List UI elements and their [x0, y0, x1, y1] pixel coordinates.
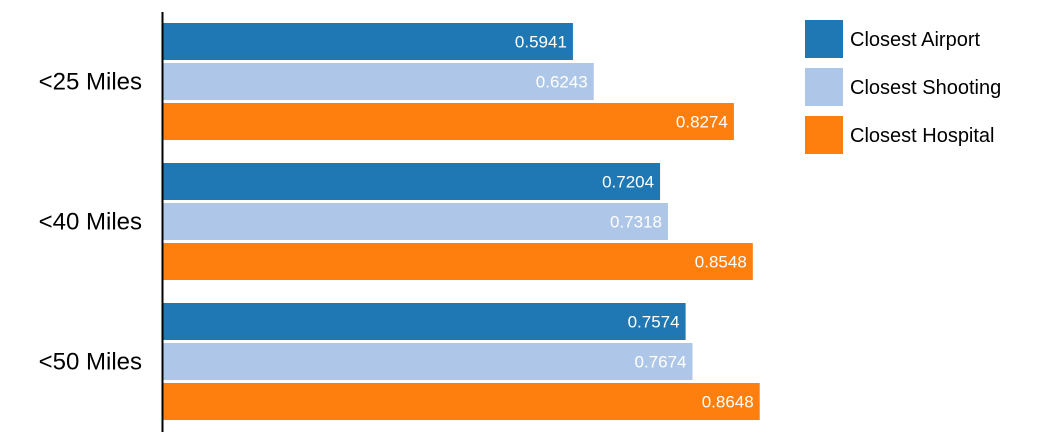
value-label-closest-hospital-50-miles: 0.8648	[702, 393, 754, 412]
bar-closest-shooting-25-miles	[163, 63, 594, 100]
legend: Closest Airport Closest Shooting Closest H…	[805, 20, 1001, 154]
legend-label-closest-hospital: Closest Hospital	[850, 125, 995, 147]
bar-closest-airport-25-miles	[163, 23, 573, 60]
value-label-closest-shooting-40-miles: 0.7318	[610, 213, 662, 232]
category-label-40-miles: <40 Miles	[39, 209, 142, 236]
bars-layer	[163, 23, 760, 420]
bar-closest-hospital-40-miles	[163, 243, 753, 280]
value-label-closest-hospital-40-miles: 0.8548	[695, 253, 747, 272]
legend-label-closest-shooting: Closest Shooting	[850, 77, 1001, 99]
legend-swatch-closest-shooting	[805, 68, 843, 106]
bar-closest-airport-40-miles	[163, 163, 661, 200]
value-labels-layer: 0.5941 0.6243 0.8274 0.7204 0.7318 0.8548 0.75…	[515, 33, 754, 412]
value-label-closest-airport-50-miles: 0.7574	[628, 313, 680, 332]
category-label-50-miles: <50 Miles	[39, 349, 142, 376]
legend-swatch-closest-airport	[805, 20, 843, 58]
value-label-closest-shooting-25-miles: 0.6243	[536, 73, 588, 92]
value-label-closest-airport-25-miles: 0.5941	[515, 33, 567, 52]
bar-closest-shooting-40-miles	[163, 203, 668, 240]
value-label-closest-shooting-50-miles: 0.7674	[635, 353, 687, 372]
legend-swatch-closest-hospital	[805, 116, 843, 154]
bar-closest-hospital-25-miles	[163, 103, 734, 140]
category-label-25-miles: <25 Miles	[39, 69, 142, 96]
bar-closest-airport-50-miles	[163, 303, 686, 340]
value-label-closest-airport-40-miles: 0.7204	[602, 173, 654, 192]
bar-closest-shooting-50-miles	[163, 343, 693, 380]
value-label-closest-hospital-25-miles: 0.8274	[676, 113, 728, 132]
bar-closest-hospital-50-miles	[163, 383, 760, 420]
category-labels-layer: <25 Miles <40 Miles <50 Miles	[39, 69, 142, 376]
legend-label-closest-airport: Closest Airport	[850, 29, 980, 51]
